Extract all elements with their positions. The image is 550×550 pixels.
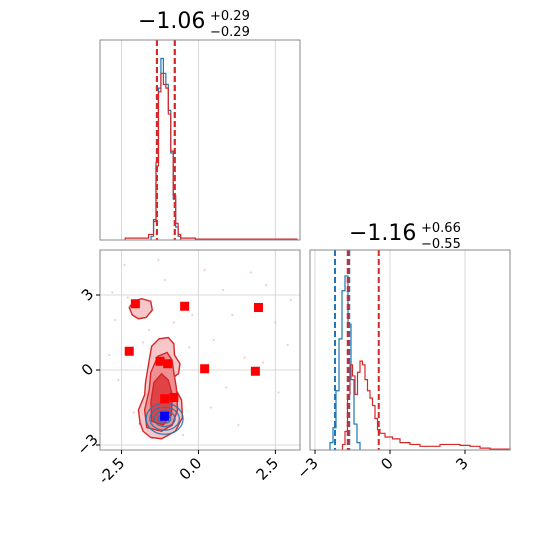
marginal-2-hist-blue xyxy=(329,275,361,450)
scatter-point-red-23 xyxy=(289,298,292,302)
joint-y-tick-label-2: 3 xyxy=(78,285,97,304)
scatter-point-red-3 xyxy=(265,283,268,287)
joint-frame xyxy=(99,249,301,451)
title-param-2: −1.16 +0.66 −0.55 xyxy=(349,221,461,252)
scatter-point-red-15 xyxy=(225,386,228,389)
joint-x-tick-label-1: 0.0 xyxy=(176,454,206,484)
marginal-1-frame xyxy=(99,39,301,241)
scatter-point-red-25 xyxy=(203,268,206,272)
scatter-point-red-27 xyxy=(172,321,175,324)
blue-square-marker-0 xyxy=(160,411,170,421)
joint-y-tick-label-0: −3 xyxy=(73,430,101,458)
red-square-marker-2 xyxy=(253,303,263,312)
title-param-1: −1.06 +0.29 −0.29 xyxy=(138,9,250,40)
blue-contour-1 xyxy=(149,406,181,431)
title-param-2-lower: −0.55 xyxy=(421,237,461,252)
scatter-point-red-29 xyxy=(126,296,129,299)
joint-scatter-panel: -2.5 0.0 2.5 −3 0 3 xyxy=(73,249,301,488)
joint-x-tick-label-0: -2.5 xyxy=(95,454,128,487)
scatter-point-red-16 xyxy=(117,378,120,382)
scatter-point-red-19 xyxy=(237,423,240,427)
scatter-point-red-11 xyxy=(108,353,111,357)
scatter-point-red-17 xyxy=(277,391,280,394)
scatter-point-red-6 xyxy=(114,318,117,322)
red-square-marker-4 xyxy=(155,356,165,366)
title-param-2-upper: +0.66 xyxy=(421,221,461,236)
scatter-point-red-21 xyxy=(209,406,212,409)
red-square-marker-5 xyxy=(163,359,173,369)
marginal-1-hist-red xyxy=(124,72,298,240)
scatter-point-red-5 xyxy=(274,321,277,324)
scatter-point-red-26 xyxy=(249,271,252,274)
scatter-point-red-22 xyxy=(111,291,114,294)
title-param-1-upper: +0.29 xyxy=(210,9,250,24)
joint-x-tick-label-2: 2.5 xyxy=(253,454,283,484)
red-square-marker-6 xyxy=(200,364,210,374)
scatter-point-red-13 xyxy=(188,346,191,349)
scatter-point-red-8 xyxy=(148,328,151,332)
red-square-marker-0 xyxy=(130,299,140,309)
scatter-point-red-7 xyxy=(231,313,234,317)
blue-contour-2 xyxy=(153,410,176,428)
red-square-marker-3 xyxy=(124,346,134,356)
title-param-1-value: −1.06 xyxy=(138,9,205,34)
marginal-histogram-param-2: −3 0 3 xyxy=(293,249,511,482)
title-param-1-lower: −0.29 xyxy=(210,25,250,40)
scatter-point-red-4 xyxy=(191,313,194,317)
scatter-point-red-10 xyxy=(286,343,289,347)
red-square-marker-1 xyxy=(180,301,190,311)
scatter-point-red-20 xyxy=(132,411,135,414)
scatter-point-red-12 xyxy=(243,356,246,359)
marginal-2-x-tick-label-1: 0 xyxy=(377,454,396,473)
scatter-point-red-24 xyxy=(157,258,160,262)
scatter-point-red-2 xyxy=(221,288,225,292)
red-square-marker-9 xyxy=(169,393,179,402)
red-square-marker-7 xyxy=(250,366,260,376)
scatter-point-red-18 xyxy=(181,433,185,437)
joint-y-tick-label-1: 0 xyxy=(78,360,97,379)
marginal-2-x-tick-label-0: −3 xyxy=(293,454,321,482)
scatter-point-red-1 xyxy=(163,278,166,282)
marginal-2-hist-red xyxy=(341,360,511,450)
title-param-2-value: −1.16 xyxy=(349,221,416,246)
scatter-point-red-28 xyxy=(261,361,265,364)
red-square-marker-8 xyxy=(160,394,170,404)
scatter-point-red-0 xyxy=(123,263,126,267)
marginal-histogram-param-1 xyxy=(99,39,301,241)
scatter-point-red-9 xyxy=(212,338,215,342)
marginal-2-x-tick-label-2: 3 xyxy=(452,454,471,473)
scatter-point-red-14 xyxy=(141,341,145,344)
marginal-2-frame xyxy=(309,249,511,451)
